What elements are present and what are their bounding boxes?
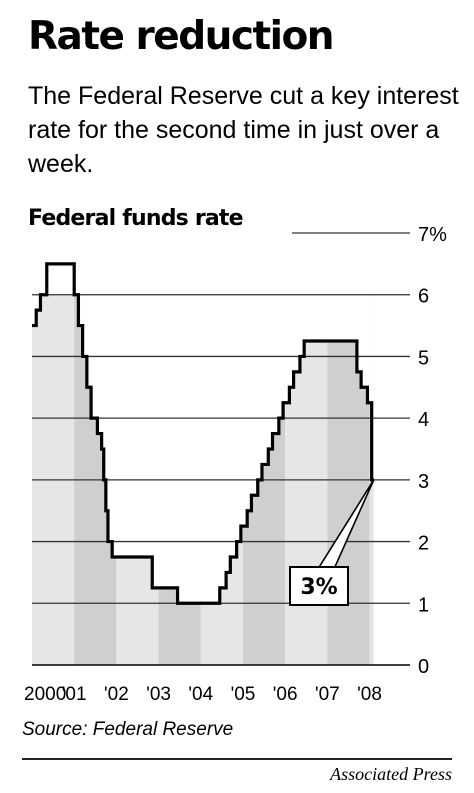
- y-tick-label: 4: [418, 409, 429, 431]
- x-tick-label: '04: [188, 684, 213, 705]
- y-tick-labels: 0 1 2 3 4 5 6 7%: [418, 224, 447, 678]
- y-tick-label: 3: [418, 471, 429, 493]
- source-note: Source: Federal Reserve: [22, 719, 234, 740]
- x-tick-label: '05: [231, 684, 256, 705]
- right-mask: [373, 233, 474, 666]
- x-tick-label: 2000: [24, 684, 66, 705]
- x-tick-label: '06: [273, 684, 298, 705]
- credit-line: Associated Press: [330, 764, 452, 784]
- x-tick-label: '01: [62, 684, 87, 705]
- x-tick-label: '03: [146, 684, 171, 705]
- y-tick-label: 0: [418, 656, 429, 678]
- callout-label: 3%: [300, 575, 337, 600]
- footer-rule: [22, 758, 452, 760]
- fed-funds-chart: 0 1 2 3 4 5 6 7% 2000'01 '02 '03 '04 '05 '06 '07 '08 3…: [24, 224, 474, 705]
- y-tick-label: 2: [418, 533, 429, 555]
- x-tick-labels: 2000'01 '02 '03 '04 '05 '06 '07 '08: [24, 684, 382, 705]
- chart-title-heading: Rate reduction: [28, 14, 335, 59]
- x-tick-label: '02: [104, 684, 129, 705]
- chart-series-title: Federal funds rate: [28, 206, 244, 231]
- y-tick-label: 5: [418, 347, 429, 369]
- y-tick-label: 6: [418, 286, 429, 308]
- x-tick-label: '07: [315, 684, 340, 705]
- rate-step-line: [32, 262, 374, 605]
- y-tick-label: 1: [418, 594, 429, 616]
- x-tick-label: '08: [357, 684, 382, 705]
- callout-box: [289, 566, 349, 606]
- rate-line: [32, 262, 374, 605]
- y-tick-label: 7%: [418, 224, 447, 246]
- chart-subtitle: The Federal Reserve cut a key interest r…: [28, 82, 459, 178]
- current-rate-callout: 3%: [289, 479, 375, 606]
